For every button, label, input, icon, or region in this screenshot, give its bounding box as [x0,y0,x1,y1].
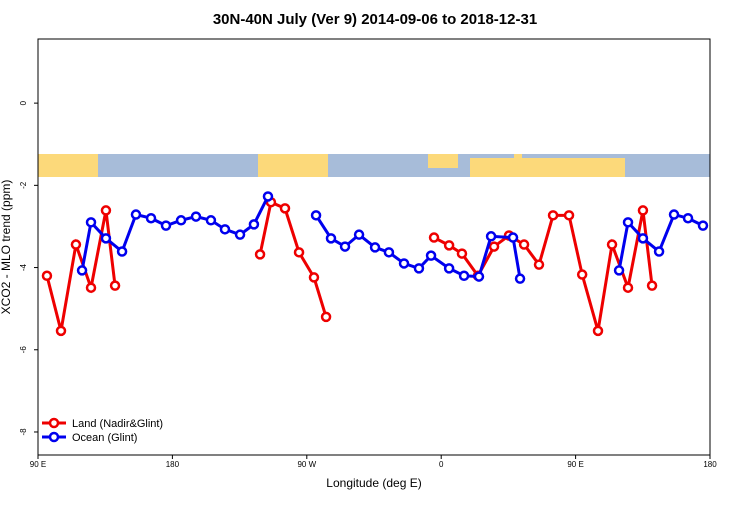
point [563,210,575,221]
point [576,269,588,280]
x-tick-label: 90 E [30,460,46,469]
map-land [38,154,98,177]
point [70,239,82,250]
legend-marker [48,417,60,429]
point [234,229,246,240]
point [76,265,88,276]
legend-label: Land (Nadir&Glint) [72,418,163,430]
point [443,240,455,251]
plot-frame [37,38,711,456]
point [458,270,470,282]
point [353,229,365,240]
point [697,220,709,231]
point [485,231,497,242]
x-tick-label: 90 W [297,460,316,469]
x-tick-label: 180 [166,460,180,469]
point [613,265,625,276]
point [85,282,97,293]
point [320,311,332,323]
point [646,280,658,291]
point [130,209,142,220]
point [262,191,274,202]
x-tick-label: 0 [439,460,444,469]
point [55,325,67,337]
point [425,250,437,261]
point [175,215,187,226]
map-band [38,154,710,177]
point [637,205,649,216]
point [653,246,665,257]
point [456,248,468,259]
point [443,263,455,274]
point [622,282,634,293]
point [533,259,545,270]
point [248,219,260,230]
point [668,209,680,220]
point [592,325,604,337]
point [507,232,519,243]
point [383,247,395,258]
point [682,212,694,224]
point [279,203,291,214]
point [518,239,530,250]
y-tick-label: -6 [19,346,28,354]
x-tick-label: 180 [703,460,717,469]
point [109,280,121,291]
map-land [470,158,625,177]
y-tick-label: -2 [19,181,28,189]
y-tick-label: -8 [19,428,28,436]
point [488,241,500,252]
point [100,205,112,216]
point [205,215,217,226]
point [293,247,305,258]
map-land [428,154,458,168]
point [85,217,97,228]
point [473,271,485,282]
point [100,233,112,244]
point [116,246,128,257]
point [308,272,320,283]
point [339,241,351,252]
point [310,210,322,221]
x-tick-label: 90 E [567,460,583,469]
legend-marker [48,431,60,443]
map-land [258,154,328,177]
y-axis-label: XCO2 - MLO trend (ppm) [0,180,13,315]
point [547,210,559,221]
point [160,220,172,231]
point [398,258,410,269]
point [637,233,649,244]
legend-label: Ocean (Glint) [72,432,137,444]
legend: Land (Nadir&Glint) Ocean (Glint) [42,417,163,444]
point [413,263,425,274]
point [190,211,202,222]
point [428,232,440,243]
chart-title: 30N-40N July (Ver 9) 2014-09-06 to 2018-… [213,11,537,28]
map-land [514,154,522,159]
point [41,270,53,282]
x-axis-label: Longitude (deg E) [326,476,421,490]
y-tick-label: 0 [19,100,28,105]
y-tick-label: -4 [19,263,28,271]
point [145,212,157,224]
point [325,233,337,244]
point [622,217,634,228]
point [219,224,231,235]
point [514,273,526,284]
point [369,242,381,253]
series-line [45,200,654,332]
point [254,249,266,260]
point [606,239,618,250]
